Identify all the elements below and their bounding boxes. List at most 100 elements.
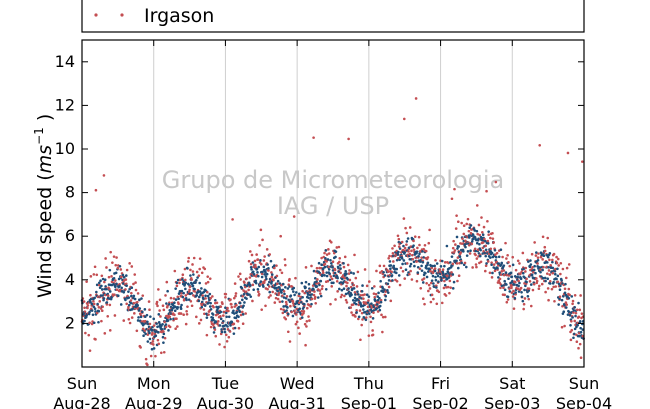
point-irgason <box>93 265 97 269</box>
point-series-2 <box>509 281 512 285</box>
point-series-2 <box>379 279 382 283</box>
point-irgason <box>498 277 502 281</box>
point-irgason <box>537 284 541 288</box>
point-irgason <box>495 251 499 255</box>
point-series-2 <box>192 273 195 276</box>
point-irgason <box>402 217 406 220</box>
point-irgason <box>312 136 315 139</box>
point-irgason <box>424 249 428 253</box>
point-series-2 <box>148 337 152 341</box>
x-axis: SunAug-28MonAug-29TueAug-30WedAug-31ThuS… <box>53 40 612 409</box>
point-irgason <box>232 322 236 326</box>
point-series-2 <box>542 254 546 258</box>
point-series-2 <box>434 275 437 279</box>
point-series-2 <box>166 319 170 322</box>
point-irgason <box>387 285 391 289</box>
point-irgason <box>373 285 376 288</box>
point-series-2 <box>333 271 337 275</box>
point-series-2 <box>345 272 348 276</box>
point-irgason <box>323 251 326 255</box>
point-irgason <box>308 288 312 292</box>
point-irgason <box>347 272 351 275</box>
point-irgason <box>508 264 512 268</box>
point-irgason <box>551 258 554 262</box>
point-irgason <box>380 313 383 317</box>
point-series-2 <box>503 288 507 292</box>
point-series-2 <box>155 322 158 325</box>
point-series-2 <box>234 316 238 320</box>
point-irgason <box>581 334 585 338</box>
point-irgason <box>173 313 176 317</box>
point-irgason <box>237 275 240 278</box>
point-irgason <box>548 279 552 283</box>
point-series-2 <box>265 277 268 281</box>
point-series-2 <box>573 305 577 309</box>
point-irgason <box>507 260 510 264</box>
point-series-2 <box>379 300 383 304</box>
point-series-2 <box>227 315 231 319</box>
x-tick-label: Sep-02 <box>412 394 468 409</box>
point-irgason <box>244 290 248 294</box>
point-irgason <box>369 320 373 324</box>
point-series-2 <box>139 315 143 319</box>
point-series-2 <box>563 304 566 307</box>
point-series-2 <box>354 302 358 306</box>
point-irgason <box>215 301 219 305</box>
point-series-2 <box>450 255 454 258</box>
point-irgason <box>223 345 226 349</box>
point-irgason <box>285 302 288 306</box>
point-irgason <box>114 263 118 267</box>
point-series-2 <box>566 313 570 316</box>
point-series-2 <box>439 265 443 268</box>
point-irgason <box>500 270 504 273</box>
point-irgason <box>340 293 344 297</box>
point-series-2 <box>560 298 564 302</box>
point-irgason <box>94 188 98 192</box>
point-series-2 <box>157 331 160 334</box>
point-irgason <box>113 293 116 296</box>
point-irgason <box>270 275 274 279</box>
point-series-2 <box>121 273 125 277</box>
point-irgason <box>427 283 431 287</box>
point-series-2 <box>545 261 549 264</box>
point-series-2 <box>223 330 227 334</box>
point-series-2 <box>209 301 212 305</box>
point-irgason <box>527 297 531 301</box>
point-series-2 <box>168 303 171 306</box>
point-series-2 <box>202 290 206 294</box>
point-series-2 <box>425 267 428 270</box>
point-series-2 <box>90 309 94 312</box>
point-irgason <box>348 269 351 272</box>
point-irgason <box>400 240 404 244</box>
point-irgason <box>335 279 339 283</box>
point-series-2 <box>496 266 499 270</box>
point-series-2 <box>130 294 133 298</box>
point-irgason <box>130 291 133 295</box>
point-series-2 <box>261 270 264 274</box>
point-irgason <box>144 357 148 361</box>
point-irgason <box>251 283 255 287</box>
point-series-2 <box>178 292 181 295</box>
point-irgason <box>531 265 534 269</box>
point-irgason <box>273 266 276 270</box>
point-series-2 <box>571 316 574 319</box>
point-series-2 <box>479 248 482 252</box>
point-irgason <box>124 282 128 286</box>
point-series-2 <box>346 278 350 281</box>
point-irgason <box>189 300 193 303</box>
point-irgason <box>494 180 498 184</box>
y-axis-title: Wind speed (ms−1 ) <box>32 114 56 298</box>
point-series-2 <box>538 266 542 269</box>
point-series-2 <box>112 277 116 280</box>
point-irgason <box>168 325 172 329</box>
point-series-2 <box>483 239 487 243</box>
point-irgason <box>355 285 359 288</box>
point-series-2 <box>405 240 409 243</box>
point-irgason <box>308 319 311 322</box>
point-irgason <box>493 269 497 273</box>
point-irgason <box>489 247 493 251</box>
point-irgason <box>581 160 584 163</box>
point-series-2 <box>398 247 402 250</box>
point-irgason <box>136 292 140 295</box>
point-series-2 <box>208 305 212 308</box>
